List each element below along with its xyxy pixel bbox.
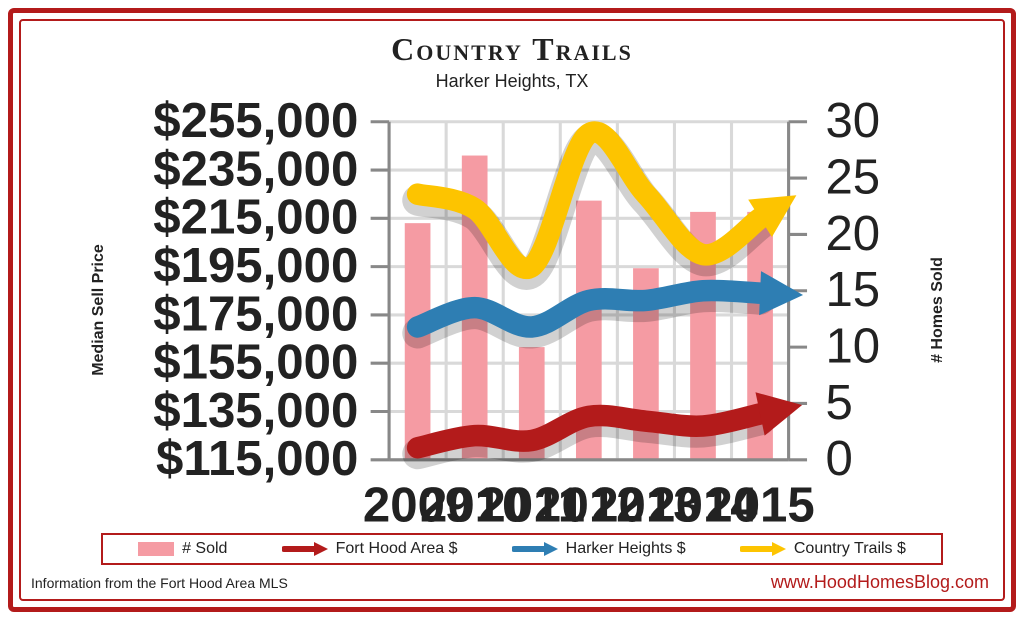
svg-text:$195,000: $195,000: [153, 238, 358, 293]
svg-text:2015: 2015: [705, 477, 814, 532]
svg-text:10: 10: [825, 318, 880, 373]
line-harker-heights-arrowhead-icon: [759, 271, 803, 315]
legend-item-sold: # Sold: [138, 540, 227, 558]
svg-text:5: 5: [825, 375, 852, 430]
legend-arrow-blue: [512, 540, 558, 558]
chart-subtitle: Harker Heights, TX: [21, 71, 1003, 92]
svg-text:20: 20: [825, 206, 880, 261]
svg-text:$155,000: $155,000: [153, 335, 358, 390]
svg-text:$235,000: $235,000: [153, 141, 358, 196]
svg-text:25: 25: [825, 149, 880, 204]
legend-item-country: Country Trails $: [740, 540, 906, 558]
legend-arrow-red: [282, 540, 328, 558]
legend-label: Harker Heights $: [566, 540, 686, 558]
svg-text:$215,000: $215,000: [153, 190, 358, 245]
legend-label: # Sold: [182, 540, 227, 558]
legend-swatch-bar: [138, 542, 174, 556]
footer-source: Information from the Fort Hood Area MLS: [31, 575, 288, 591]
svg-text:15: 15: [825, 262, 880, 317]
legend-item-harker: Harker Heights $: [512, 540, 686, 558]
svg-text:$115,000: $115,000: [156, 431, 358, 486]
legend-item-forthood: Fort Hood Area $: [282, 540, 458, 558]
inner-frame: Country Trails Harker Heights, TX Median…: [19, 19, 1005, 601]
legend-label: Fort Hood Area $: [336, 540, 458, 558]
svg-text:$175,000: $175,000: [153, 286, 358, 341]
svg-text:0: 0: [825, 431, 852, 486]
chart-plot: $115,000$135,000$155,000$175,000$195,000…: [51, 91, 973, 552]
svg-text:$255,000: $255,000: [153, 93, 358, 148]
outer-frame: Country Trails Harker Heights, TX Median…: [8, 8, 1016, 612]
chart-title: Country Trails: [21, 31, 1003, 68]
legend: # Sold Fort Hood Area $ Harker Heights $: [101, 533, 943, 565]
legend-arrow-yellow: [740, 540, 786, 558]
footer-url: www.HoodHomesBlog.com: [771, 572, 989, 593]
svg-text:30: 30: [825, 93, 880, 148]
svg-text:$135,000: $135,000: [153, 383, 358, 438]
legend-label: Country Trails $: [794, 540, 906, 558]
